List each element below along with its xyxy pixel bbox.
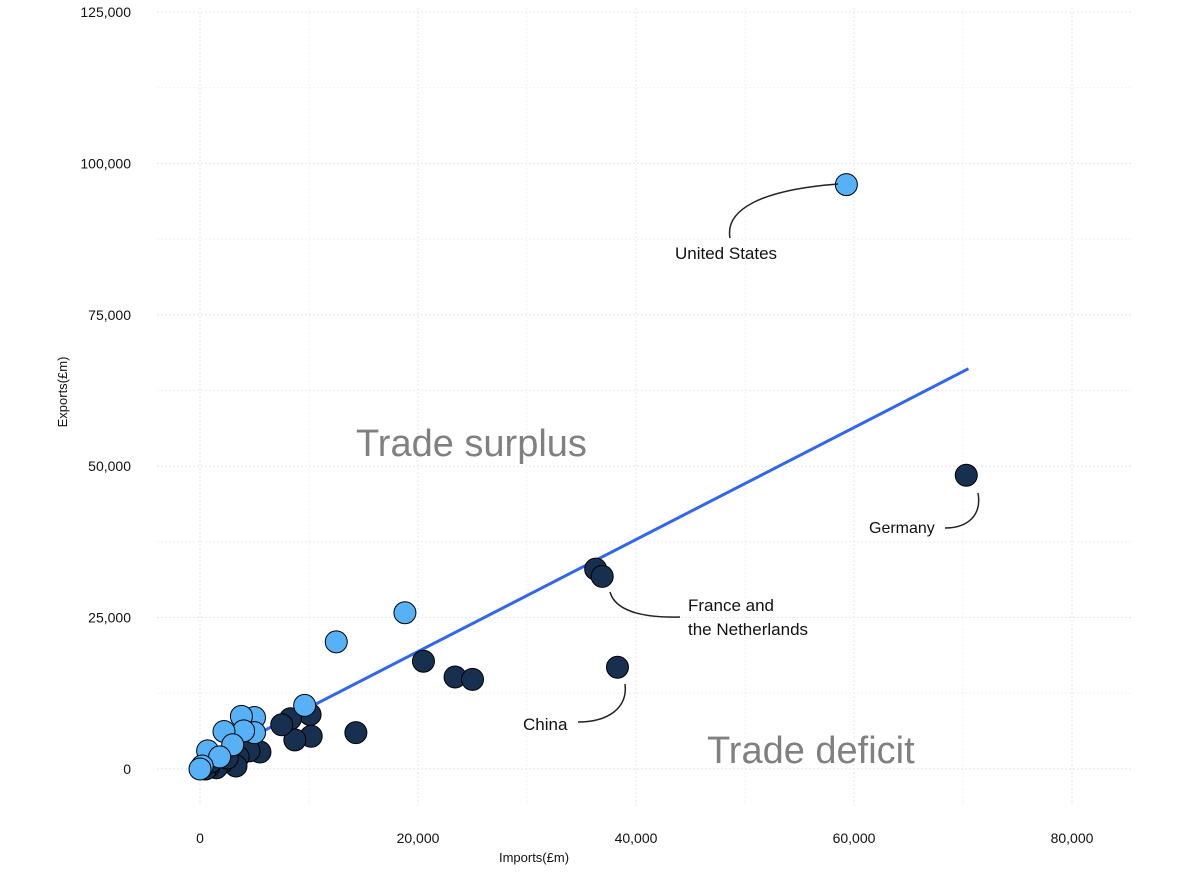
data-point-light xyxy=(324,630,348,654)
trade-deficit-label: Trade deficit xyxy=(707,730,915,772)
data-point-dark xyxy=(461,667,484,691)
annotation-united-states: United States xyxy=(675,244,777,263)
data-point-dark xyxy=(270,713,294,737)
y-axis-title: Exports(£m) xyxy=(55,357,70,428)
data-point-dark xyxy=(954,463,978,487)
connector-germany xyxy=(944,492,980,529)
trade-surplus-label: Trade surplus xyxy=(356,423,587,465)
x-tick-label: 0 xyxy=(196,830,204,846)
y-tick-label: 25,000 xyxy=(88,610,131,626)
x-tick-label: 80,000 xyxy=(1051,830,1094,846)
data-point-dark xyxy=(411,649,435,673)
data-point-light xyxy=(834,173,858,197)
annotations: United States Germany France and the Net… xyxy=(523,183,980,734)
x-tick-label: 40,000 xyxy=(615,830,658,846)
connector-china xyxy=(577,683,626,723)
annotation-france-line2: the Netherlands xyxy=(688,620,808,639)
region-labels: Trade surplus Trade deficit xyxy=(356,423,915,772)
connector-united-states xyxy=(728,183,839,239)
y-tick-label: 100,000 xyxy=(80,155,131,171)
y-tick-label: 125,000 xyxy=(80,4,131,20)
x-axis-title: Imports(£m) xyxy=(499,850,569,865)
annotation-china: China xyxy=(523,715,568,734)
data-points xyxy=(188,173,978,781)
annotation-france-line1: France and xyxy=(688,596,774,615)
annotation-germany: Germany xyxy=(869,520,935,537)
y-tick-label: 50,000 xyxy=(88,458,131,474)
data-point-dark xyxy=(344,721,368,745)
y-tick-label: 0 xyxy=(123,761,131,777)
data-point-light xyxy=(393,601,417,625)
trend-line xyxy=(199,367,970,765)
data-point-dark xyxy=(590,564,614,588)
connector-france-netherlands xyxy=(609,591,681,618)
grid xyxy=(157,8,1131,805)
data-point-light xyxy=(188,757,212,781)
data-point-dark xyxy=(605,655,629,679)
data-point-light xyxy=(293,693,317,717)
x-tick-label: 60,000 xyxy=(833,830,876,846)
y-tick-label: 75,000 xyxy=(88,307,131,323)
trend-line xyxy=(199,367,970,765)
x-tick-label: 20,000 xyxy=(397,830,440,846)
axes: Imports(£m) Exports(£m) 0 20,000 40,000 60,… xyxy=(55,4,1094,865)
